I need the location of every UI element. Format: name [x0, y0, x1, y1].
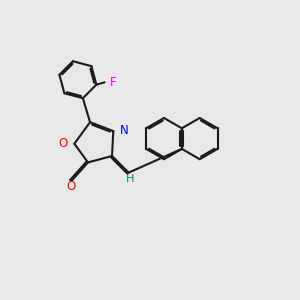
Text: H: H: [126, 174, 134, 184]
Text: O: O: [66, 180, 75, 193]
Text: F: F: [110, 76, 117, 89]
Text: N: N: [120, 124, 128, 137]
Text: O: O: [58, 137, 68, 150]
